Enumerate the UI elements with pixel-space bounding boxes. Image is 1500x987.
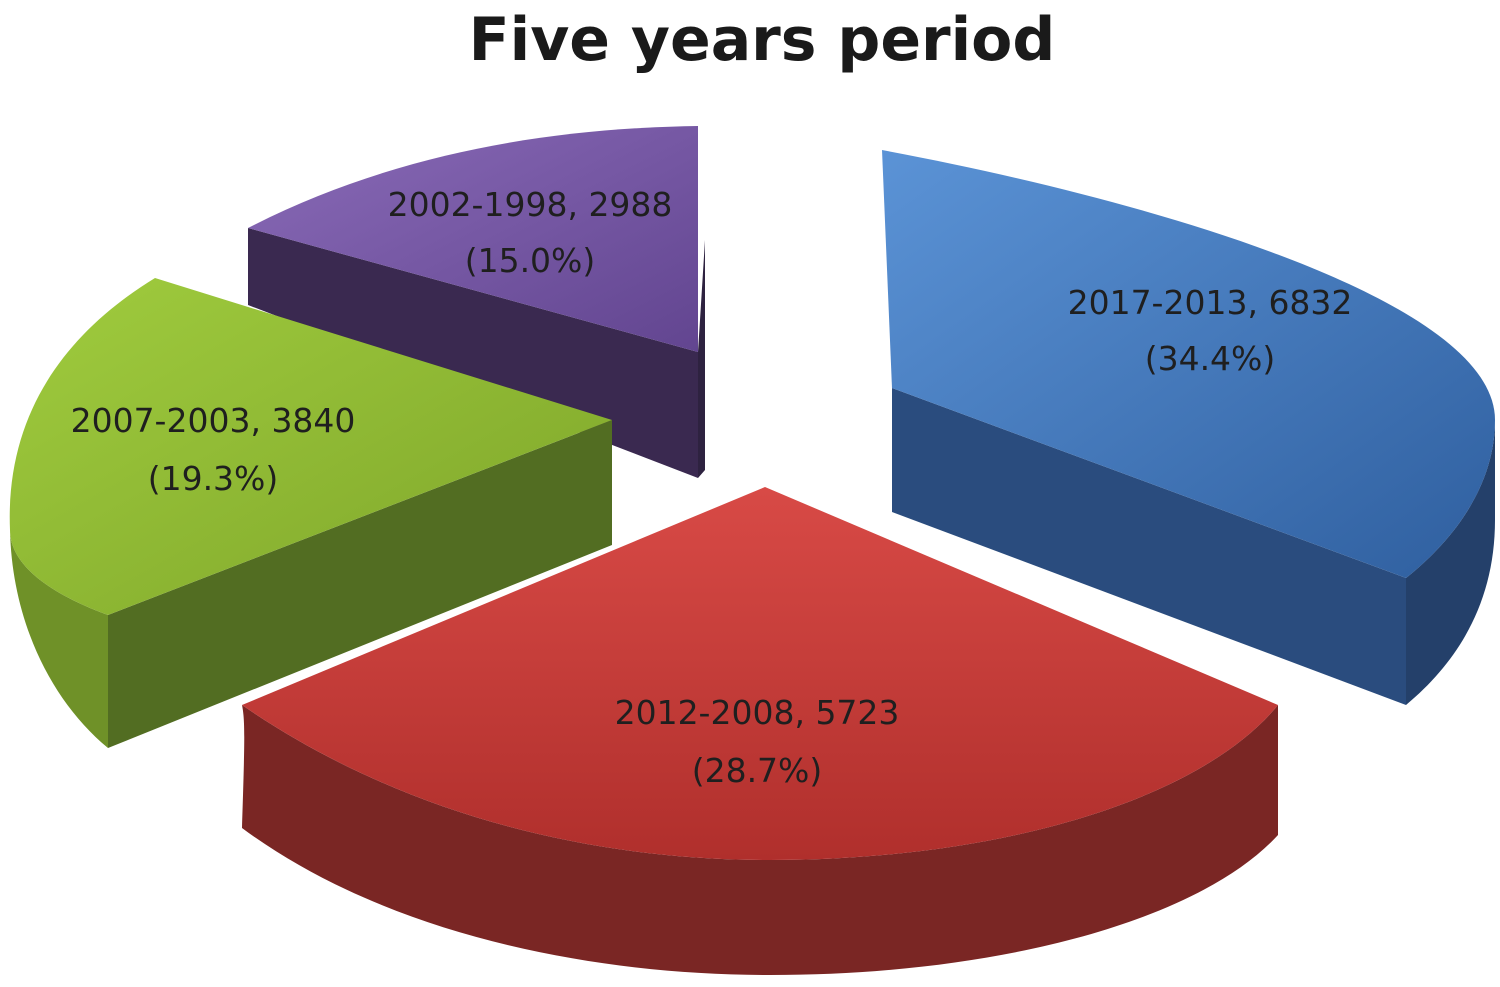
label-category: 2017-2013 [1068,283,1248,322]
label-value: 2988 [588,185,672,224]
pie-slice-2017-2013 [882,150,1495,705]
label-category: 2002-1998 [388,185,568,224]
chart-title: Five years period [469,5,1056,75]
label-category-value: 2017-2013, 6832 [1068,283,1353,322]
slice-outer-side [1406,420,1495,705]
label-category-value: 2002-1998, 2988 [388,185,673,224]
label-category-value: 2012-2008, 5723 [615,693,900,732]
slice-top [882,150,1495,578]
label-percent: (34.4%) [1145,339,1276,378]
slice-top [242,487,1278,860]
label-value: 5723 [815,693,899,732]
label-percent: (19.3%) [148,459,279,498]
data-label-2012-2008: 2012-2008, 5723 (28.7%) [615,693,900,790]
label-category: 2007-2003 [71,401,251,440]
label-percent: (15.0%) [465,241,596,280]
pie-slice-2012-2008 [242,487,1278,975]
slice-face [698,240,705,478]
data-label-2007-2003: 2007-2003, 3840 (19.3%) [71,401,356,498]
data-label-2002-1998: 2002-1998, 2988 (15.0%) [388,185,673,280]
label-category-value: 2007-2003, 3840 [71,401,356,440]
data-label-2017-2013: 2017-2013, 6832 (34.4%) [1068,283,1353,378]
slice-top [248,126,698,352]
label-value: 3840 [271,401,355,440]
slice-outer-side [10,530,108,748]
label-category: 2012-2008 [615,693,795,732]
slice-top [9,278,613,615]
slice-front-side [108,420,612,748]
label-value: 6832 [1268,283,1352,322]
label-percent: (28.7%) [692,751,823,790]
slice-side [242,705,1278,975]
slice-inner-side [892,388,1406,705]
pie-slice-2007-2003 [9,278,613,748]
